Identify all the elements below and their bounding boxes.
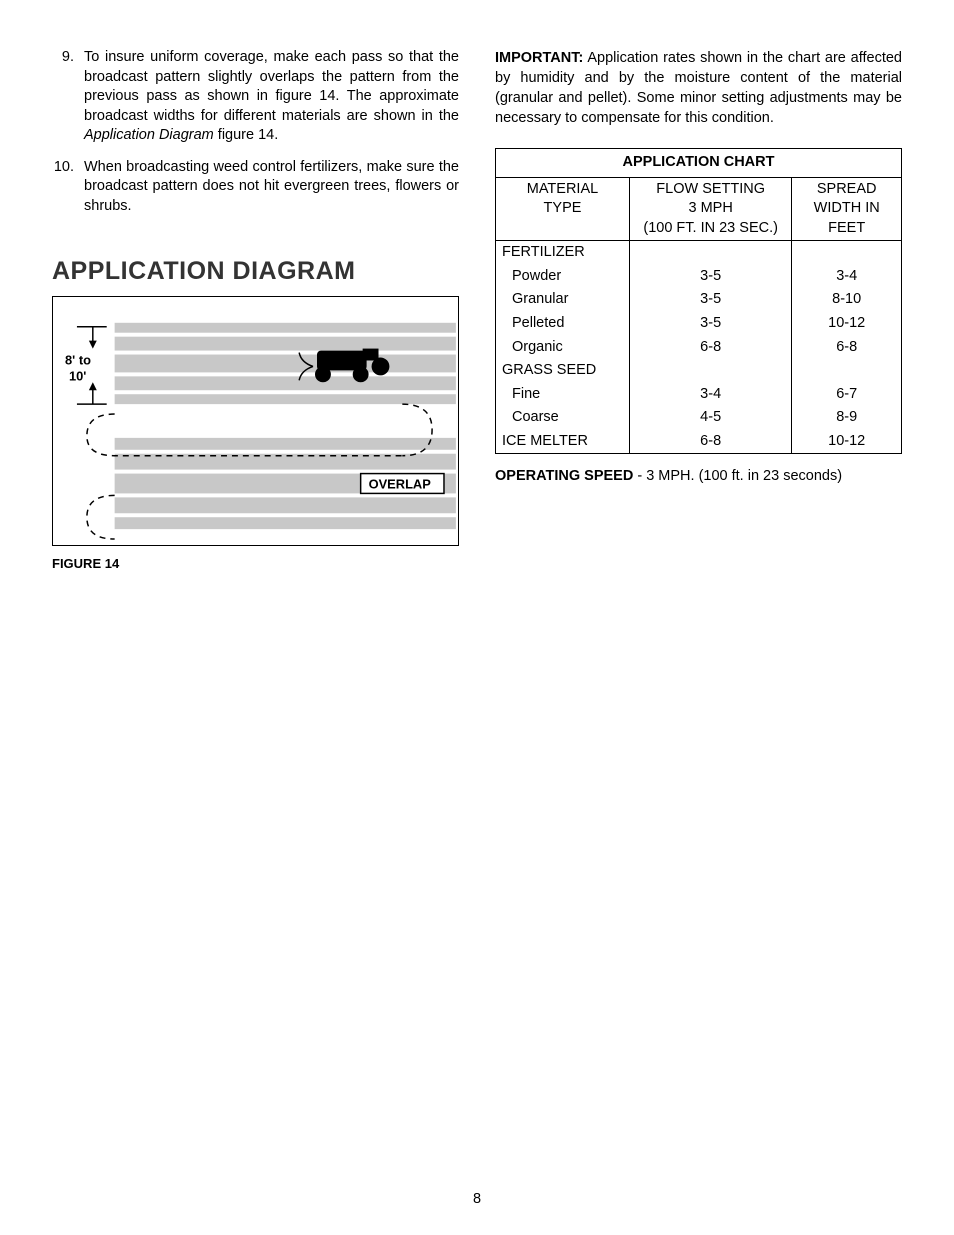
item-number: 9.	[52, 48, 84, 146]
table-row: Granular3-58-10	[496, 288, 902, 312]
cell-spread	[792, 241, 902, 265]
important-note: IMPORTANT: Application rates shown in th…	[495, 48, 902, 128]
table-row: Pelleted3-510-12	[496, 312, 902, 336]
section-heading: APPLICATION DIAGRAM	[52, 257, 459, 286]
cell-spread: 6-8	[792, 336, 902, 360]
page-number: 8	[0, 1191, 954, 1207]
table-row: ICE MELTER6-810-12	[496, 430, 902, 454]
header-material: MATERIAL TYPE	[496, 177, 630, 241]
table-row: GRASS SEED	[496, 359, 902, 383]
table-row: FERTILIZER	[496, 241, 902, 265]
svg-text:OVERLAP: OVERLAP	[369, 476, 432, 491]
operating-speed: OPERATING SPEED - 3 MPH. (100 ft. in 23 …	[495, 468, 902, 484]
table-title-row: APPLICATION CHART	[496, 149, 902, 178]
cell-material: GRASS SEED	[496, 359, 630, 383]
cell-flow	[629, 241, 791, 265]
figure-caption: FIGURE 14	[52, 556, 459, 571]
item-number: 10.	[52, 158, 84, 217]
cell-flow: 6-8	[629, 430, 791, 454]
cell-flow: 3-4	[629, 383, 791, 407]
cell-spread: 3-4	[792, 265, 902, 289]
cell-spread: 8-9	[792, 406, 902, 430]
table-row: Powder3-53-4	[496, 265, 902, 289]
table-row: Fine3-46-7	[496, 383, 902, 407]
cell-material: Fine	[496, 383, 630, 407]
cell-material: Organic	[496, 336, 630, 360]
header-flow: FLOW SETTING 3 MPH (100 FT. IN 23 SEC.)	[629, 177, 791, 241]
chart-title: APPLICATION CHART	[496, 149, 902, 178]
list-item: 10. When broadcasting weed control ferti…	[52, 158, 459, 217]
cell-flow: 3-5	[629, 265, 791, 289]
cell-material: FERTILIZER	[496, 241, 630, 265]
cell-flow: 3-5	[629, 312, 791, 336]
cell-spread: 10-12	[792, 312, 902, 336]
item-text: To insure uniform coverage, make each pa…	[84, 48, 459, 146]
cell-material: Coarse	[496, 406, 630, 430]
table-row: Coarse4-58-9	[496, 406, 902, 430]
cell-spread	[792, 359, 902, 383]
right-column: IMPORTANT: Application rates shown in th…	[495, 48, 902, 571]
cell-material: Powder	[496, 265, 630, 289]
op-speed-label: OPERATING SPEED	[495, 468, 633, 484]
diagram-svg: 8' to 10' OVERLAP	[53, 297, 458, 545]
application-chart-table: APPLICATION CHART MATERIAL TYPE FLOW SET…	[495, 148, 902, 454]
cell-flow: 6-8	[629, 336, 791, 360]
op-speed-text: - 3 MPH. (100 ft. in 23 seconds)	[633, 468, 842, 484]
cell-material: ICE MELTER	[496, 430, 630, 454]
svg-text:10': 10'	[69, 368, 86, 383]
cell-spread: 8-10	[792, 288, 902, 312]
left-column: 9. To insure uniform coverage, make each…	[52, 48, 459, 571]
table-row: Organic6-86-8	[496, 336, 902, 360]
application-diagram-figure: 8' to 10' OVERLAP	[52, 296, 459, 546]
important-label: IMPORTANT:	[495, 50, 583, 66]
cell-spread: 10-12	[792, 430, 902, 454]
cell-material: Granular	[496, 288, 630, 312]
cell-spread: 6-7	[792, 383, 902, 407]
list-item: 9. To insure uniform coverage, make each…	[52, 48, 459, 146]
table-header-row: MATERIAL TYPE FLOW SETTING 3 MPH (100 FT…	[496, 177, 902, 241]
header-spread: SPREAD WIDTH IN FEET	[792, 177, 902, 241]
svg-text:8' to: 8' to	[65, 352, 91, 367]
cell-flow: 4-5	[629, 406, 791, 430]
cell-flow	[629, 359, 791, 383]
cell-flow: 3-5	[629, 288, 791, 312]
cell-material: Pelleted	[496, 312, 630, 336]
item-text: When broadcasting weed control fertilize…	[84, 158, 459, 217]
instruction-list: 9. To insure uniform coverage, make each…	[52, 48, 459, 217]
